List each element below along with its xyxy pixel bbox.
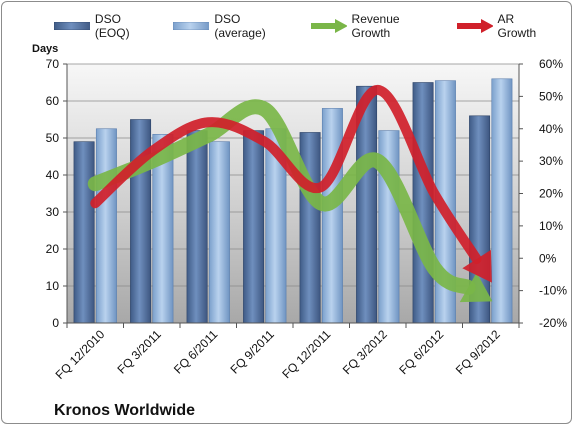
x-tick-label-0: FQ 12/2010	[53, 327, 108, 382]
series-arrowhead-revenue-growth	[459, 272, 493, 303]
x-tick-label-2: FQ 6/2011	[171, 327, 221, 377]
bar-dso-eoq-0	[73, 141, 95, 324]
y-tick-label-2: 20	[46, 242, 60, 256]
y-tick-label-6: 60	[46, 94, 60, 108]
bar-dso-average-4	[321, 108, 343, 324]
y2-tick-label-5: 30%	[539, 154, 563, 168]
bar-dso-average-0	[95, 128, 117, 324]
legend: DSO (EOQ) DSO (average) Revenue Growth A…	[54, 12, 571, 40]
legend-item-ar-growth: AR Growth	[455, 12, 553, 40]
x-tick-label-3: FQ 9/2011	[228, 327, 278, 377]
legend-arrow-revenue-growth	[310, 19, 347, 33]
y-tick-label-7: 70	[46, 57, 60, 71]
x-tick-label-4: FQ 12/2011	[279, 327, 333, 381]
legend-item-revenue-growth: Revenue Growth	[309, 12, 437, 40]
legend-label-dso-average: DSO (average)	[214, 12, 266, 40]
legend-label-ar-growth: AR Growth	[497, 12, 537, 40]
legend-swatch-dso-average	[173, 22, 210, 30]
x-tick-label-5: FQ 3/2012	[340, 327, 390, 377]
y-axis-title: Days	[32, 43, 59, 55]
bar-dso-eoq-2	[186, 130, 208, 324]
legend-swatch-dso-eoq	[54, 22, 90, 30]
series-arrowhead-ar-growth	[462, 249, 492, 283]
plot-layer: 0 10 20 30 40 50 60 70 -20% -10% 0% 10% 20% 30% 40% 50%…	[46, 57, 568, 382]
bar-dso-eoq-3	[243, 130, 265, 324]
y-tick-label-5: 50	[46, 131, 60, 145]
y-tick-label-3: 30	[46, 205, 60, 219]
y2-tick-label-2: 0%	[539, 251, 557, 265]
series-line-ar-growth	[90, 84, 482, 265]
y-tick-label-4: 40	[46, 168, 60, 182]
y2-tick-label-3: 10%	[539, 219, 563, 233]
y2-tick-label-1: -10%	[539, 284, 567, 298]
y2-tick-label-6: 40%	[539, 122, 563, 136]
chart-svg: 0 10 20 30 40 50 60 70 -20% -10% 0% 10% 20% 30% 40% 50%…	[46, 57, 568, 382]
y-tick-label-0: 0	[52, 316, 59, 330]
y2-tick-label-8: 60%	[539, 57, 563, 71]
legend-item-dso-average: DSO (average)	[173, 12, 290, 40]
y2-tick-label-4: 20%	[539, 187, 563, 201]
bar-dso-eoq-6	[412, 82, 434, 324]
x-tick-label-1: FQ 3/2011	[115, 327, 165, 377]
bar-dso-eoq-4	[299, 132, 321, 324]
legend-item-dso-eoq: DSO (EOQ)	[54, 12, 155, 40]
x-tick-label-7: FQ 9/2012	[453, 327, 503, 377]
x-tick-label-6: FQ 6/2012	[396, 327, 446, 377]
legend-label-revenue-growth: Revenue Growth	[351, 12, 400, 40]
legend-label-dso-eoq: DSO (EOQ)	[94, 12, 130, 40]
y2-tick-label-7: 50%	[539, 89, 563, 103]
bar-dso-average-2	[208, 141, 230, 324]
y-tick-label-1: 10	[46, 279, 60, 293]
bar-dso-average-7	[491, 78, 513, 324]
y2-tick-label-0: -20%	[539, 316, 567, 330]
company-name: Kronos Worldwide	[54, 402, 196, 419]
legend-arrow-ar-growth	[456, 19, 493, 33]
